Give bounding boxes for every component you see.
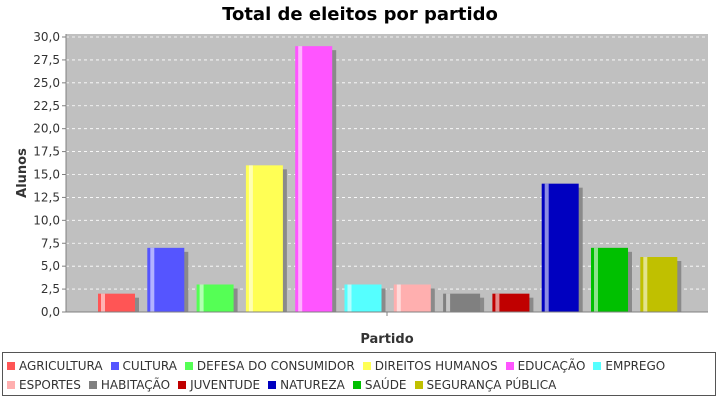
bar — [591, 247, 632, 312]
legend-swatch — [352, 380, 361, 389]
legend-item: EDUCAÇÃO — [505, 356, 586, 375]
legend-label: SEGURANÇA PÚBLICA — [426, 377, 557, 392]
legend-label: AGRICULTURA — [19, 358, 103, 373]
y-axis-ticks: 0,0 2,5 5,0 7,5 10,0 12,5 15,0 17,5 20,0 22,5 25,0… — [33, 30, 66, 319]
legend-swatch — [593, 361, 602, 370]
legend-item: SAÚDE — [352, 375, 407, 394]
y-tick-label: 17,5 — [33, 145, 60, 159]
legend-swatch — [414, 380, 423, 389]
bar-rect — [443, 293, 481, 312]
legend-swatch — [88, 380, 97, 389]
legend-label: ESPORTES — [19, 377, 81, 392]
bar-rect — [98, 293, 135, 312]
legend-label: EDUCAÇÃO — [517, 358, 586, 373]
y-tick-label: 22,5 — [33, 99, 60, 113]
bar-highlight — [101, 293, 105, 312]
legend-item: DEFESA DO CONSUMIDOR — [184, 356, 355, 375]
bar-chart: 0,0 2,5 5,0 7,5 10,0 12,5 15,0 17,5 20,0 22,5 25,0… — [15, 30, 708, 347]
bar-highlight — [199, 284, 204, 312]
bar — [245, 165, 287, 312]
legend-swatch — [505, 361, 514, 370]
bar-highlight — [150, 247, 155, 312]
legend-swatch — [184, 361, 193, 370]
bar — [147, 247, 189, 312]
legend-swatch — [110, 361, 119, 370]
legend-swatch — [7, 361, 15, 370]
legend-item: HABITAÇÃO — [88, 375, 171, 394]
legend-label: HABITAÇÃO — [100, 377, 171, 392]
legend-label: JUVENTUDE — [190, 377, 261, 392]
legend-item: EMPREGO — [593, 356, 665, 375]
y-tick-label: 10,0 — [33, 213, 60, 227]
bar-highlight — [347, 284, 352, 312]
legend-item: SEGURANÇA PÚBLICA — [414, 375, 557, 394]
legend-label: DIREITOS HUMANOS — [374, 358, 498, 373]
bar — [344, 284, 386, 312]
bar-highlight — [544, 183, 549, 312]
legend-swatch — [178, 380, 187, 389]
bar — [295, 46, 337, 313]
bar-highlight — [594, 247, 598, 312]
bar-highlight — [248, 165, 253, 312]
y-tick-label: 0,0 — [41, 305, 60, 319]
y-tick-label: 2,5 — [41, 282, 60, 296]
y-tick-label: 15,0 — [33, 168, 60, 182]
legend-label: EMPREGO — [605, 358, 666, 373]
y-tick-label: 7,5 — [41, 236, 60, 250]
bar — [443, 293, 485, 312]
bar-rect — [492, 293, 530, 312]
legend-swatch — [268, 380, 277, 389]
bar-highlight — [446, 293, 451, 312]
legend-label: CULTURA — [122, 358, 177, 373]
y-tick-label: 25,0 — [33, 76, 60, 90]
bar — [196, 284, 238, 312]
y-tick-label: 27,5 — [33, 53, 60, 67]
legend-item: JUVENTUDE — [178, 375, 260, 394]
y-tick-label: 30,0 — [33, 30, 60, 44]
legend-swatch — [362, 361, 371, 370]
bar-highlight — [495, 293, 500, 312]
bar — [492, 293, 534, 312]
legend-item: NATUREZA — [268, 375, 345, 394]
y-tick-label: 12,5 — [33, 190, 60, 204]
legend-item: AGRICULTURA — [7, 356, 103, 375]
bars — [98, 46, 682, 313]
bar — [98, 293, 139, 312]
bar-highlight — [396, 284, 401, 312]
legend-item: CULTURA — [110, 356, 177, 375]
legend-label: NATUREZA — [280, 377, 345, 392]
legend-item: DIREITOS HUMANOS — [362, 356, 498, 375]
bar — [640, 257, 682, 312]
y-tick-label: 20,0 — [33, 122, 60, 136]
legend: AGRICULTURA CULTURA DEFESA DO CONSUMIDOR DI… — [2, 352, 716, 396]
legend-label: SAÚDE — [364, 377, 407, 392]
y-tick-label: 5,0 — [41, 259, 60, 273]
x-axis-label: Partido — [360, 332, 413, 347]
bar-highlight — [298, 46, 303, 313]
y-axis-label: Alunos — [15, 148, 30, 198]
bar — [393, 284, 435, 312]
bar — [541, 183, 583, 312]
legend-item: ESPORTES — [7, 375, 81, 394]
chart-title: Total de eleitos por partido — [222, 4, 498, 25]
legend-label: DEFESA DO CONSUMIDOR — [196, 358, 355, 373]
bar-highlight — [643, 257, 648, 312]
legend-swatch — [7, 380, 15, 389]
